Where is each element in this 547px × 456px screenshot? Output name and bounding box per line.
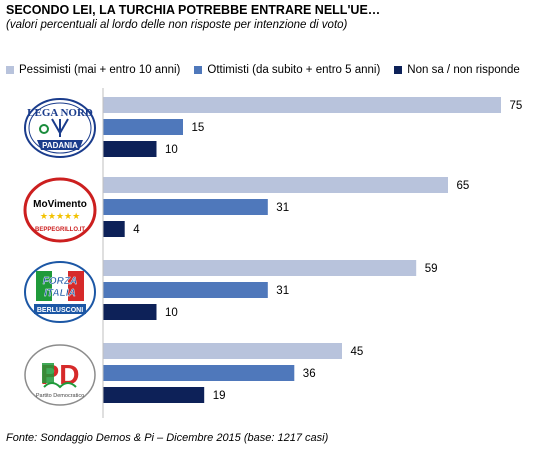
- data-label-lega-nord-ottimisti: 15: [192, 122, 205, 134]
- data-label-lega-nord-non-sa: 10: [165, 144, 178, 156]
- bar-lega-nord-non-sa: [103, 141, 157, 157]
- m5s-logo-stars: ★★★★★: [40, 212, 80, 222]
- bar-partito-democratico-ottimisti: [103, 365, 295, 381]
- m5s-logo-bottom-text: BEPPEGRILLO.IT: [35, 227, 85, 233]
- bar-forza-italia-non-sa: [103, 304, 157, 320]
- data-label-forza-italia-ottimisti: 31: [276, 285, 289, 297]
- legend-item-pessimisti: Pessimisti (mai + entro 10 anni): [6, 64, 180, 76]
- legend-label-pessimisti: Pessimisti (mai + entro 10 anni): [19, 64, 181, 76]
- pd-logo-bottom-text: Partito Democratico: [36, 393, 84, 399]
- bar-movimento-5-stelle-ottimisti: [103, 199, 268, 215]
- legend-swatch-ottimisti: [194, 66, 203, 74]
- bar-forza-italia-pessimisti: [103, 260, 417, 276]
- data-label-movimento-5-stelle-ottimisti: 31: [276, 202, 289, 214]
- legend-label-non-sa: Non sa / non risponde: [407, 64, 520, 76]
- data-label-forza-italia-non-sa: 10: [165, 307, 178, 319]
- bar-movimento-5-stelle-non-sa: [103, 221, 125, 237]
- partito-democratico-logo: PD Partito Democratico: [24, 344, 96, 406]
- legend-item-ottimisti: Ottimisti (da subito + entro 5 anni): [194, 64, 380, 76]
- forza-italia-logo: FORZA ITALIA BERLUSCONI: [24, 261, 96, 323]
- bar-movimento-5-stelle-pessimisti: [103, 177, 448, 193]
- forza-italia-logo-bottom-text: BERLUSCONI: [37, 307, 83, 314]
- data-label-partito-democratico-pessimisti: 45: [351, 346, 364, 358]
- bar-partito-democratico-non-sa: [103, 387, 205, 403]
- lega-nord-logo-bottom-text: PADANIA: [42, 141, 78, 150]
- legend-swatch-pessimisti: [6, 66, 14, 74]
- legend-item-non-sa: Non sa / non risponde: [394, 64, 520, 76]
- forza-italia-logo-top-text: FORZA: [43, 276, 77, 287]
- legend-label-ottimisti: Ottimisti (da subito + entro 5 anni): [207, 64, 381, 76]
- data-label-partito-democratico-ottimisti: 36: [303, 368, 316, 380]
- chart-subtitle: (valori percentuali al lordo delle non r…: [6, 19, 348, 31]
- bar-forza-italia-ottimisti: [103, 282, 268, 298]
- bar-partito-democratico-pessimisti: [103, 343, 342, 359]
- data-label-movimento-5-stelle-non-sa: 4: [133, 224, 140, 236]
- data-label-partito-democratico-non-sa: 19: [213, 390, 226, 402]
- bar-lega-nord-ottimisti: [103, 119, 183, 135]
- forza-italia-logo-mid-text: ITALIA: [44, 288, 75, 299]
- bar-lega-nord-pessimisti: [103, 97, 501, 113]
- movimento-5-stelle-logo: MoVimento ★★★★★ BEPPEGRILLO.IT: [23, 177, 97, 243]
- data-label-lega-nord-pessimisti: 75: [510, 100, 523, 112]
- data-label-movimento-5-stelle-pessimisti: 65: [457, 180, 470, 192]
- source-note: Fonte: Sondaggio Demos & Pi – Dicembre 2…: [6, 432, 329, 444]
- legend-swatch-non-sa: [394, 66, 403, 74]
- chart-title: SECONDO LEI, LA TURCHIA POTREBBE ENTRARE…: [6, 3, 381, 17]
- legend: Pessimisti (mai + entro 10 anni) Ottimis…: [6, 62, 520, 78]
- m5s-logo-top-text: MoVimento: [33, 199, 87, 210]
- lega-nord-logo: LEGA NORD PADANIA: [24, 98, 96, 158]
- lega-nord-logo-top-text: LEGA NORD: [27, 107, 93, 119]
- data-label-forza-italia-pessimisti: 59: [425, 263, 438, 275]
